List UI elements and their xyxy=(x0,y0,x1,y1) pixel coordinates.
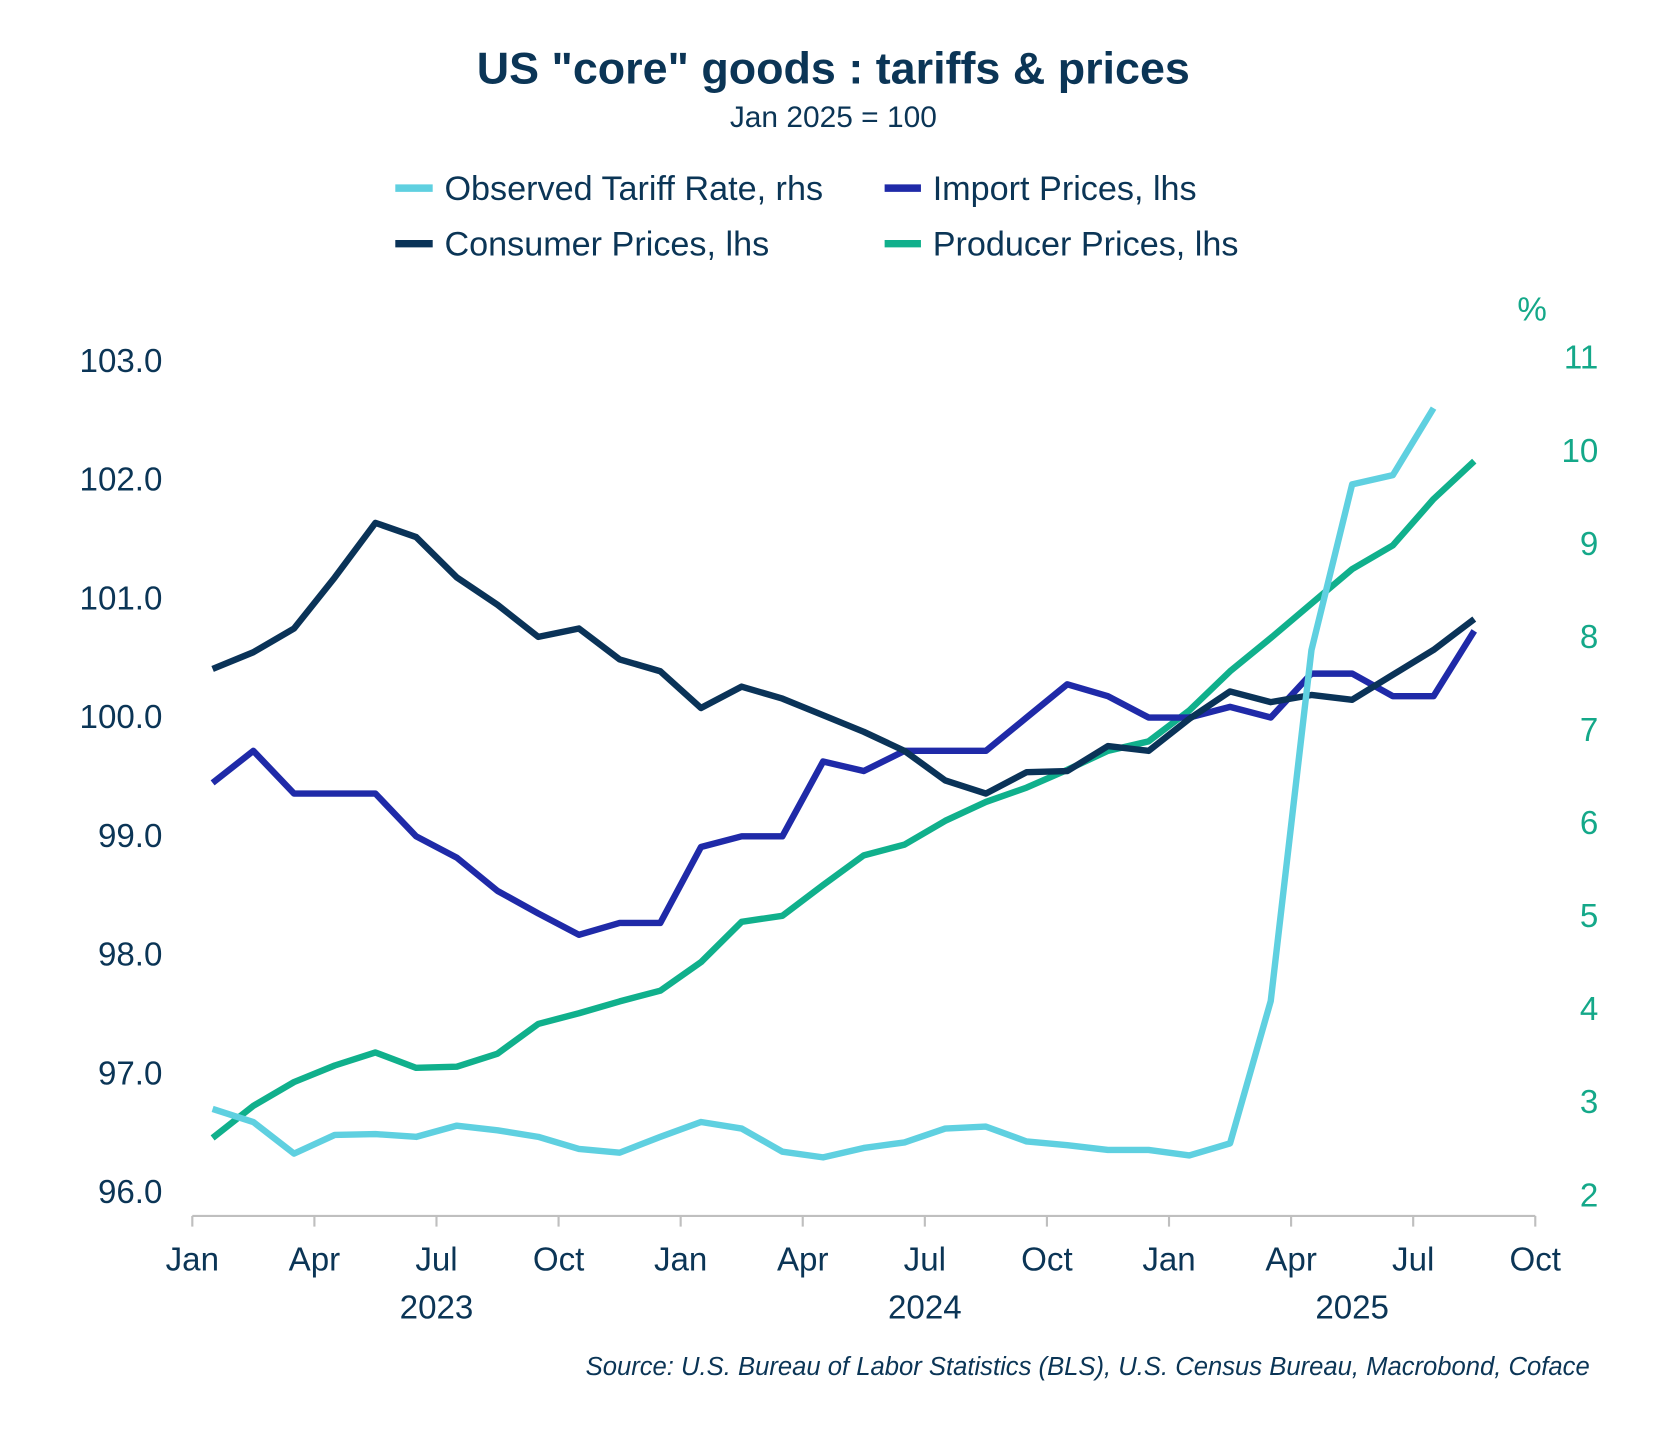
series-group xyxy=(210,406,1477,1161)
x-year-label: 2025 xyxy=(1315,1289,1389,1326)
left-tick-label: 103.0 xyxy=(80,343,163,380)
right-tick-label: 6 xyxy=(1580,805,1598,842)
x-tick-label: Oct xyxy=(533,1241,585,1278)
series-line-import-prices xyxy=(210,629,1477,939)
right-tick-label: 9 xyxy=(1580,526,1598,563)
x-tick-label: Jan xyxy=(166,1241,219,1278)
x-year-label: 2023 xyxy=(400,1289,474,1326)
x-axis: Jan Apr Jul Oct Jan Apr Jul Oct Jan Apr Jul Oct 2023… xyxy=(166,1214,1562,1326)
x-tick-label: Apr xyxy=(1265,1241,1317,1278)
series-observed-tariff-rate xyxy=(211,406,1437,1161)
series-line-consumer-prices xyxy=(211,519,1477,797)
legend-label: Consumer Prices, lhs xyxy=(444,225,769,263)
right-tick-label: 11 xyxy=(1564,340,1598,377)
right-tick-label: 2 xyxy=(1580,1177,1598,1214)
series-line-producer-prices xyxy=(210,458,1477,1141)
legend-item-import: Import Prices, lhs xyxy=(884,170,1197,208)
series-consumer-prices xyxy=(211,519,1477,797)
left-tick-label: 101.0 xyxy=(80,580,163,617)
x-tick-label: Jul xyxy=(415,1241,457,1278)
chart-title: US "core" goods : tariffs & prices xyxy=(477,42,1190,93)
x-tick-label: Jul xyxy=(904,1241,946,1278)
chart-subtitle: Jan 2025 = 100 xyxy=(730,101,937,134)
x-tick-label: Apr xyxy=(289,1241,341,1278)
left-tick-label: 98.0 xyxy=(98,937,162,974)
right-tick-label: 7 xyxy=(1580,712,1598,749)
right-axis: 2 3 4 5 6 7 8 9 10 11 xyxy=(1561,340,1598,1215)
right-tick-label: 8 xyxy=(1580,619,1598,656)
legend-label: Observed Tariff Rate, rhs xyxy=(444,170,823,208)
right-tick-label: 4 xyxy=(1580,991,1598,1028)
legend-item-consumer: Consumer Prices, lhs xyxy=(395,225,769,263)
x-tick-label: Apr xyxy=(777,1241,829,1278)
legend-item-tariff: Observed Tariff Rate, rhs xyxy=(395,170,823,208)
x-tick-label: Oct xyxy=(1021,1241,1073,1278)
legend-item-producer: Producer Prices, lhs xyxy=(884,225,1239,263)
right-tick-label: 5 xyxy=(1580,898,1598,935)
left-tick-label: 99.0 xyxy=(98,818,162,855)
x-tick-label: Jul xyxy=(1392,1241,1434,1278)
legend: Observed Tariff Rate, rhs Import Prices,… xyxy=(395,170,1239,263)
right-tick-label: 10 xyxy=(1561,433,1598,470)
left-tick-label: 97.0 xyxy=(98,1055,162,1092)
x-tick-label: Jan xyxy=(654,1241,707,1278)
right-axis-unit: % xyxy=(1517,292,1546,329)
left-tick-label: 102.0 xyxy=(80,462,163,499)
x-year-label: 2024 xyxy=(888,1289,962,1326)
series-producer-prices xyxy=(210,458,1477,1141)
left-tick-label: 100.0 xyxy=(80,699,163,736)
left-axis: 96.0 97.0 98.0 99.0 100.0 101.0 102.0 103.0 xyxy=(80,343,163,1211)
source-note: Source: U.S. Bureau of Labor Statistics … xyxy=(586,1353,1590,1381)
series-line-observed-tariff-rate xyxy=(211,406,1437,1161)
legend-label: Import Prices, lhs xyxy=(933,170,1197,208)
x-tick-label: Oct xyxy=(1510,1241,1562,1278)
x-tick-label: Jan xyxy=(1142,1241,1195,1278)
legend-label: Producer Prices, lhs xyxy=(933,225,1239,263)
right-tick-label: 3 xyxy=(1580,1084,1598,1121)
left-tick-label: 96.0 xyxy=(98,1174,162,1211)
